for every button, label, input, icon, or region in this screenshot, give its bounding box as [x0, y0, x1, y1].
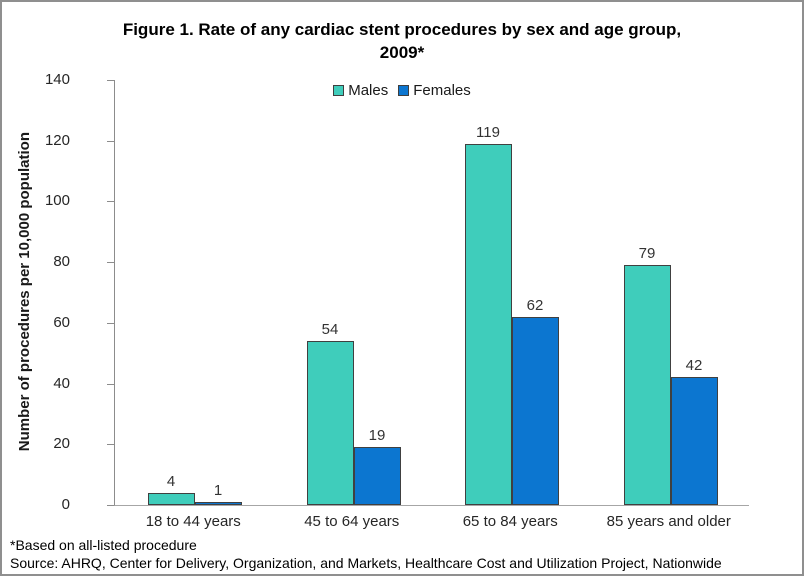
bar-females: 42 [670, 357, 718, 505]
bar-value-label: 119 [476, 124, 500, 141]
legend-swatch-females [398, 85, 410, 96]
bar-value-label: 42 [685, 357, 703, 374]
y-tick-label: 0 [61, 496, 70, 513]
bar-females: 19 [353, 427, 401, 505]
y-tick-mark [107, 80, 114, 81]
bar-males: 119 [464, 124, 512, 505]
y-tick-mark [107, 384, 114, 385]
bar-females: 62 [511, 297, 559, 505]
y-tick-mark [107, 444, 114, 445]
bar-value-label: 79 [638, 245, 656, 262]
legend-item-males: Males [333, 82, 388, 99]
bar-group: 54 19 [274, 80, 433, 505]
y-tick-mark [107, 505, 114, 506]
plot-area: 4 1 54 19 119 62 79 42 [107, 80, 750, 506]
y-axis-tick-labels: 0 20 40 60 80 100 120 140 [2, 71, 70, 513]
legend-label: Males [348, 82, 389, 99]
y-tick-label: 120 [44, 132, 70, 149]
legend-label: Females [413, 82, 471, 99]
y-tick-mark [107, 323, 114, 324]
y-tick-label: 80 [53, 253, 70, 270]
chart-title-line-2: 2009* [379, 43, 425, 62]
x-category-label: 85 years and older [606, 513, 731, 530]
bar-value-label: 19 [368, 427, 386, 444]
x-category-label: 45 to 64 years [304, 513, 400, 530]
x-axis-category-labels: 18 to 44 years 45 to 64 years 65 to 84 yea… [114, 513, 748, 530]
x-category-label: 18 to 44 years [145, 513, 241, 530]
legend-swatch-males [333, 85, 345, 96]
source-note: Source: AHRQ, Center for Delivery, Organ… [10, 555, 722, 571]
y-tick-label: 20 [53, 435, 70, 452]
bar-males: 54 [306, 321, 354, 505]
bar-value-label: 62 [526, 297, 544, 314]
footnote: *Based on all-listed procedure [10, 537, 197, 553]
y-tick-label: 40 [53, 375, 70, 392]
bar-males: 4 [147, 473, 195, 505]
chart-title: Figure 1. Rate of any cardiac stent proc… [2, 18, 802, 64]
bar-males: 79 [623, 245, 671, 505]
bar-value-label: 4 [166, 473, 176, 490]
chart-title-line-1: Figure 1. Rate of any cardiac stent proc… [122, 20, 682, 39]
legend-item-females: Females [398, 82, 471, 99]
bar-group: 119 62 [432, 80, 591, 505]
y-tick-mark [107, 141, 114, 142]
x-category-label: 65 to 84 years [462, 513, 558, 530]
legend: Males Females [2, 82, 802, 99]
bar-value-label: 1 [213, 482, 223, 499]
bar-group: 79 42 [591, 80, 750, 505]
y-tick-mark [107, 262, 114, 263]
y-tick-label: 60 [53, 314, 70, 331]
y-tick-label: 140 [44, 71, 70, 88]
y-tick-mark [107, 201, 114, 202]
bar-value-label: 54 [321, 321, 339, 338]
bar-females: 1 [194, 482, 242, 505]
y-tick-label: 100 [44, 192, 70, 209]
